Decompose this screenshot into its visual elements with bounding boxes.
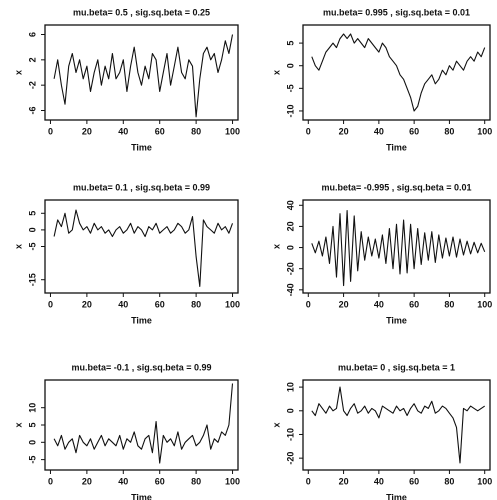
x-tick-label: 60 bbox=[155, 126, 165, 136]
x-tick-label: 0 bbox=[306, 126, 311, 136]
y-tick-label: -10 bbox=[285, 104, 295, 117]
x-tick-label: 40 bbox=[374, 476, 384, 486]
y-axis-label: x bbox=[13, 244, 23, 249]
x-tick-label: 40 bbox=[374, 126, 384, 136]
x-tick-label: 60 bbox=[155, 299, 165, 309]
series-line bbox=[54, 35, 232, 117]
y-axis-label: x bbox=[271, 70, 281, 75]
x-tick-label: 80 bbox=[444, 126, 454, 136]
chart-title: mu.beta= -0.995 , sig.sq.beta = 0.01 bbox=[321, 182, 471, 192]
chart-title: mu.beta= 0 , sig.sq.beta = 1 bbox=[338, 362, 455, 372]
x-tick-label: 80 bbox=[191, 299, 201, 309]
y-axis-label: x bbox=[271, 244, 281, 249]
y-tick-label: 2 bbox=[27, 57, 37, 62]
x-axis-label: Time bbox=[386, 492, 407, 500]
x-tick-label: 100 bbox=[225, 476, 240, 486]
x-tick-label: 80 bbox=[191, 476, 201, 486]
y-tick-label: 10 bbox=[285, 382, 295, 392]
x-tick-label: 0 bbox=[48, 299, 53, 309]
y-axis-label: x bbox=[271, 422, 281, 427]
x-tick-label: 60 bbox=[409, 299, 419, 309]
y-tick-label: 0 bbox=[285, 245, 295, 250]
x-tick-label: 40 bbox=[118, 126, 128, 136]
series-line bbox=[312, 387, 485, 463]
x-tick-label: 100 bbox=[477, 476, 492, 486]
y-tick-label: 20 bbox=[285, 221, 295, 231]
y-tick-label: 0 bbox=[285, 63, 295, 68]
chart-title: mu.beta= 0.1 , sig.sq.beta = 0.99 bbox=[73, 182, 210, 192]
x-tick-label: 20 bbox=[82, 476, 92, 486]
x-tick-label: 20 bbox=[82, 299, 92, 309]
x-tick-label: 40 bbox=[118, 299, 128, 309]
figure: mu.beta= 0.5 , sig.sq.beta = 0.250204060… bbox=[0, 0, 497, 500]
x-tick-label: 40 bbox=[118, 476, 128, 486]
x-tick-label: 100 bbox=[477, 126, 492, 136]
x-tick-label: 100 bbox=[225, 299, 240, 309]
x-tick-label: 100 bbox=[225, 126, 240, 136]
chart-title: mu.beta= 0.5 , sig.sq.beta = 0.25 bbox=[73, 7, 210, 17]
x-tick-label: 80 bbox=[444, 299, 454, 309]
series-line bbox=[54, 384, 232, 464]
x-tick-label: 80 bbox=[191, 126, 201, 136]
y-tick-label: 0 bbox=[27, 227, 37, 232]
y-tick-label: -20 bbox=[285, 262, 295, 275]
x-tick-label: 100 bbox=[477, 299, 492, 309]
y-tick-label: -20 bbox=[285, 452, 295, 465]
y-tick-label: 0 bbox=[285, 408, 295, 413]
x-axis-label: Time bbox=[386, 142, 407, 152]
y-tick-label: 10 bbox=[27, 403, 37, 413]
x-tick-label: 60 bbox=[155, 476, 165, 486]
plot-frame bbox=[45, 200, 238, 293]
x-tick-label: 60 bbox=[409, 476, 419, 486]
x-tick-label: 0 bbox=[306, 476, 311, 486]
x-tick-label: 20 bbox=[339, 476, 349, 486]
series-line bbox=[312, 34, 485, 111]
series-line bbox=[312, 211, 485, 286]
x-axis-label: Time bbox=[386, 315, 407, 325]
x-tick-label: 0 bbox=[306, 299, 311, 309]
x-tick-label: 80 bbox=[444, 476, 454, 486]
y-tick-label: 40 bbox=[285, 200, 295, 210]
x-tick-label: 60 bbox=[409, 126, 419, 136]
y-tick-label: -10 bbox=[285, 428, 295, 441]
y-tick-label: -15 bbox=[27, 273, 37, 286]
y-tick-label: 0 bbox=[27, 440, 37, 445]
plot-frame bbox=[45, 380, 238, 470]
x-tick-label: 20 bbox=[82, 126, 92, 136]
plot-frame bbox=[45, 25, 238, 120]
y-tick-label: -5 bbox=[285, 84, 295, 92]
y-tick-label: -40 bbox=[285, 283, 295, 296]
x-tick-label: 20 bbox=[339, 299, 349, 309]
chart-title: mu.beta= 0.995 , sig.sq.beta = 0.01 bbox=[323, 7, 470, 17]
x-axis-label: Time bbox=[131, 492, 152, 500]
y-tick-label: -5 bbox=[27, 456, 37, 464]
series-line bbox=[54, 210, 232, 286]
x-axis-label: Time bbox=[131, 315, 152, 325]
chart-title: mu.beta= -0.1 , sig.sq.beta = 0.99 bbox=[71, 362, 211, 372]
x-tick-label: 40 bbox=[374, 299, 384, 309]
x-tick-label: 0 bbox=[48, 476, 53, 486]
y-axis-label: x bbox=[13, 70, 23, 75]
y-tick-label: -5 bbox=[27, 242, 37, 250]
plot-frame bbox=[303, 25, 490, 120]
x-tick-label: 20 bbox=[339, 126, 349, 136]
y-tick-label: -6 bbox=[27, 106, 37, 114]
y-tick-label: 5 bbox=[285, 41, 295, 46]
y-tick-label: 6 bbox=[27, 32, 37, 37]
y-axis-label: x bbox=[13, 422, 23, 427]
x-axis-label: Time bbox=[131, 142, 152, 152]
y-tick-label: 5 bbox=[27, 211, 37, 216]
y-tick-label: -2 bbox=[27, 81, 37, 89]
y-tick-label: 5 bbox=[27, 422, 37, 427]
x-tick-label: 0 bbox=[48, 126, 53, 136]
